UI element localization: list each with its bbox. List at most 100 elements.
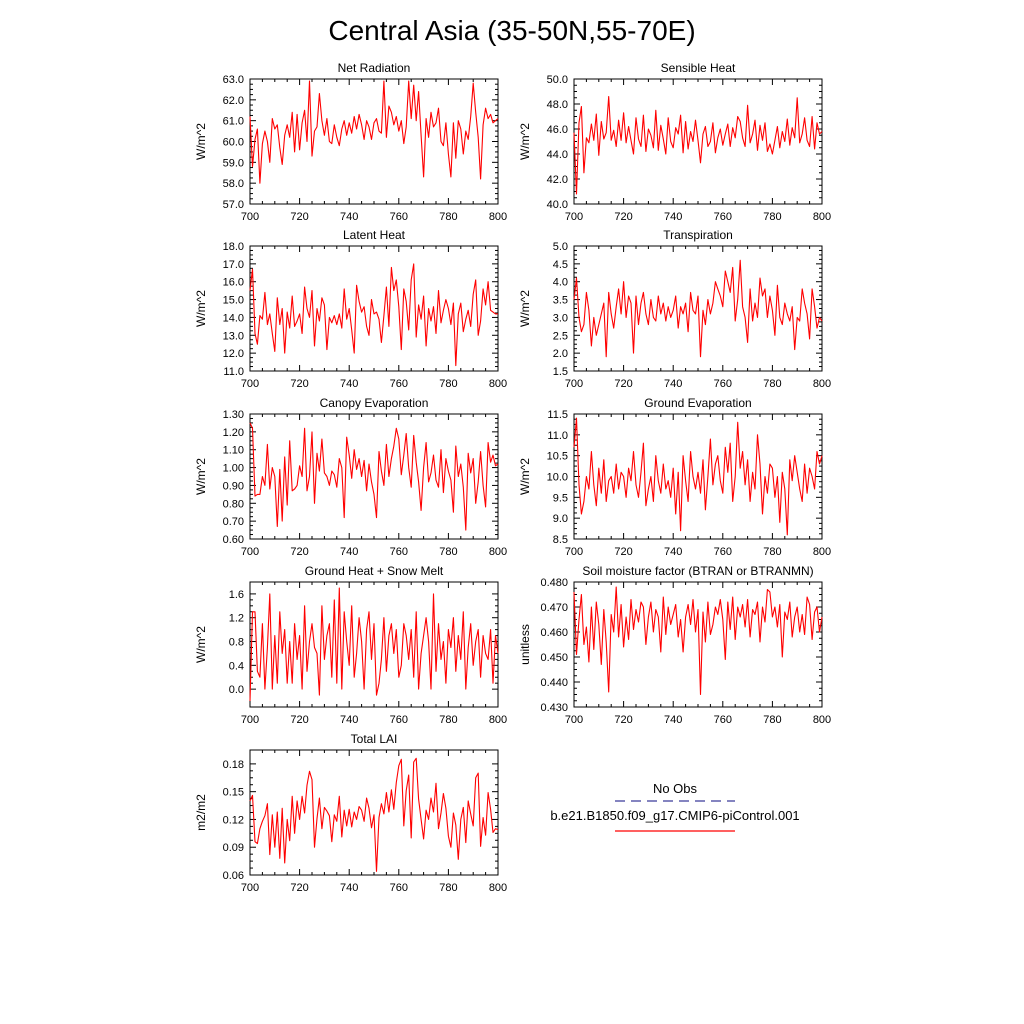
y-tick-label: 1.10 [223, 445, 244, 457]
y-tick-label: 1.6 [229, 589, 244, 601]
y-tick-label: 0.450 [540, 652, 568, 664]
panel-title: Ground Evaporation [644, 396, 751, 410]
x-tick-label: 800 [489, 378, 507, 390]
x-tick-label: 720 [290, 546, 308, 558]
x-tick-label: 700 [565, 714, 583, 726]
x-tick-label: 760 [390, 714, 408, 726]
x-tick-label: 800 [813, 211, 831, 223]
y-tick-label: 0.12 [223, 814, 244, 826]
plot-frame [573, 581, 823, 708]
y-tick-label: 2.0 [553, 348, 568, 360]
y-tick-label: 15.0 [223, 295, 244, 307]
panel-1: Net Radiation W/m^2 700 720 740 760 780 800 57.0… [194, 61, 507, 223]
panel-6: Ground Evaporation W/m^2 700 720 740 760 780 80… [518, 396, 831, 558]
y-tick-label: 44.0 [547, 149, 568, 161]
x-tick-label: 740 [340, 714, 358, 726]
y-tick-label: 0.480 [540, 577, 568, 589]
y-tick-label: 1.5 [553, 366, 568, 378]
y-tick-label: 0.90 [223, 480, 244, 492]
y-tick-label: 61.0 [223, 116, 244, 128]
x-tick-label: 760 [390, 882, 408, 894]
x-tick-label: 700 [241, 546, 259, 558]
y-tick-label: 10.5 [547, 451, 568, 463]
y-tick-label: 4.0 [553, 277, 568, 289]
panel-5: Canopy Evaporation W/m^2 700 720 740 760 780 80… [194, 396, 507, 558]
x-tick-label: 740 [664, 714, 682, 726]
y-tick-label: 18.0 [223, 241, 244, 253]
y-tick-label: 1.20 [223, 427, 244, 439]
plot-frame [249, 749, 499, 876]
plot-frame [249, 78, 499, 205]
y-tick-label: 59.0 [223, 157, 244, 169]
y-tick-label: 11.5 [547, 409, 568, 421]
y-tick-label: 0.440 [540, 677, 568, 689]
x-tick-label: 800 [489, 546, 507, 558]
y-tick-label: 60.0 [223, 137, 244, 149]
y-axis-label: W/m^2 [194, 123, 208, 160]
y-tick-label: 0.430 [540, 702, 568, 714]
x-tick-label: 780 [763, 378, 781, 390]
y-tick-label: 3.0 [553, 312, 568, 324]
series-line [249, 80, 499, 184]
series-line [573, 259, 823, 358]
legend: No Obs b.e21.B1850.f09_g17.CMIP6-piContr… [550, 781, 800, 832]
y-tick-label: 13.0 [223, 330, 244, 342]
y-tick-label: 10.0 [547, 472, 568, 484]
y-tick-label: 57.0 [223, 199, 244, 211]
y-tick-label: 4.5 [553, 259, 568, 271]
panel-title: Ground Heat + Snow Melt [305, 564, 444, 578]
y-axis-label: W/m^2 [194, 290, 208, 327]
x-tick-label: 760 [714, 714, 732, 726]
series-line [573, 95, 823, 195]
y-axis-label: m2/m2 [194, 794, 208, 831]
y-axis-label: W/m^2 [518, 123, 532, 160]
x-tick-label: 800 [813, 714, 831, 726]
x-tick-label: 720 [290, 211, 308, 223]
panel-title: Net Radiation [338, 61, 411, 75]
x-tick-label: 720 [614, 378, 632, 390]
y-axis-label: W/m^2 [194, 458, 208, 495]
plot-frame [249, 581, 499, 708]
y-tick-label: 0.470 [540, 602, 568, 614]
y-tick-label: 1.30 [223, 409, 244, 421]
panel-title: Latent Heat [343, 228, 406, 242]
x-tick-label: 720 [290, 378, 308, 390]
x-tick-label: 700 [565, 546, 583, 558]
x-tick-label: 780 [763, 714, 781, 726]
panel-7: Ground Heat + Snow Melt W/m^2 700 720 740 760… [194, 564, 507, 726]
y-tick-label: 2.5 [553, 330, 568, 342]
y-tick-label: 63.0 [223, 74, 244, 86]
y-tick-label: 46.0 [547, 124, 568, 136]
panels-group: Net Radiation W/m^2 700 720 740 760 780 800 57.0… [194, 61, 831, 894]
x-tick-label: 760 [714, 546, 732, 558]
y-tick-label: 48.0 [547, 99, 568, 111]
y-tick-label: 12.0 [223, 348, 244, 360]
y-tick-label: 9.0 [553, 513, 568, 525]
panel-3: Latent Heat W/m^2 700 720 740 760 780 800 11.0 12… [194, 228, 507, 390]
figure-title: Central Asia (35-50N,55-70E) [328, 15, 695, 46]
x-tick-label: 760 [390, 211, 408, 223]
y-tick-label: 8.5 [553, 534, 568, 546]
y-tick-label: 1.2 [229, 613, 244, 625]
y-tick-label: 5.0 [553, 241, 568, 253]
panel-title: Transpiration [663, 228, 733, 242]
series-line [249, 757, 499, 872]
x-tick-label: 800 [813, 546, 831, 558]
x-tick-label: 700 [241, 378, 259, 390]
y-tick-label: 0.09 [223, 842, 244, 854]
panel-2: Sensible Heat W/m^2 700 720 740 760 780 800 40.0… [518, 61, 831, 223]
y-tick-label: 0.06 [223, 870, 244, 882]
y-tick-label: 1.00 [223, 463, 244, 475]
y-tick-label: 40.0 [547, 199, 568, 211]
y-tick-label: 42.0 [547, 174, 568, 186]
y-tick-label: 14.0 [223, 312, 244, 324]
x-tick-label: 780 [763, 211, 781, 223]
x-tick-label: 740 [340, 546, 358, 558]
y-tick-label: 0.70 [223, 516, 244, 528]
panel-8: Soil moisture factor (BTRAN or BTRANMN) u… [518, 564, 831, 726]
series-line [573, 586, 823, 696]
panel-title: Canopy Evaporation [320, 396, 429, 410]
x-tick-label: 700 [565, 378, 583, 390]
panel-9: Total LAI m2/m2 700 720 740 760 780 800 0.06 0.09… [194, 732, 507, 894]
y-tick-label: 0.460 [540, 627, 568, 639]
